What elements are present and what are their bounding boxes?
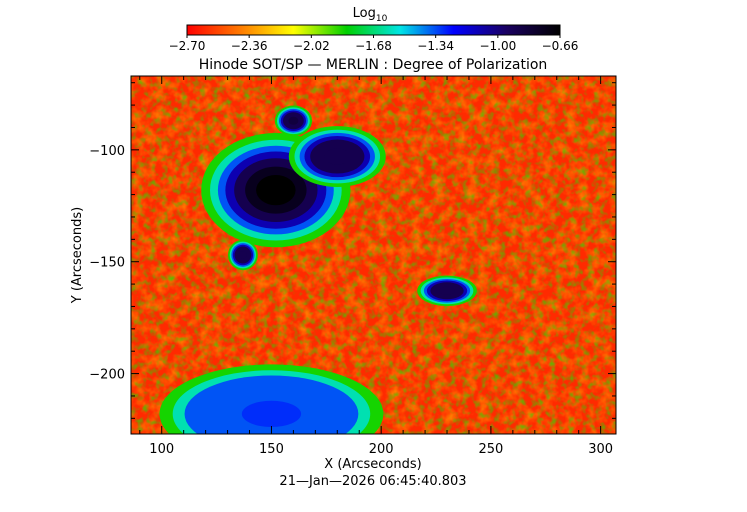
colorbar-tick-label: −1.68: [355, 39, 392, 53]
y-tick-label: −150: [89, 256, 125, 271]
pore-right-level: [439, 286, 455, 295]
pore-small-left-level: [238, 250, 247, 260]
x-tick-label: 100: [149, 442, 174, 457]
y-tick-label: −200: [89, 368, 125, 383]
x-tick-label: 300: [588, 442, 613, 457]
colorbar-tick-label: −2.02: [293, 39, 330, 53]
chart-title: Hinode SOT/SP — MERLIN : Degree of Polar…: [199, 57, 548, 73]
colorbar-ticks: −2.70 −2.36 −2.02 −1.68 −1.34 −1.00 −0.66: [169, 35, 579, 53]
plot-frame: [130, 75, 617, 435]
colorbar: [186, 24, 561, 36]
heatmap-area: [131, 76, 616, 434]
x-axis-label: X (Arcseconds): [324, 457, 421, 472]
plage-bottom-left-level: [241, 400, 302, 427]
plage-bottom-left: [159, 364, 384, 434]
colorbar-tick-label: −1.34: [417, 39, 454, 53]
y-tick-label: −100: [89, 144, 125, 159]
x-tick-label: 250: [478, 442, 503, 457]
colorbar-tick-label: −2.70: [169, 39, 206, 53]
sunspot-main-level: [256, 175, 296, 206]
x-tick-label: 150: [259, 442, 284, 457]
feature-layer: [159, 105, 477, 434]
colorbar-tick-label: −1.00: [479, 39, 516, 53]
pore-small-left: [228, 239, 258, 271]
timestamp: 21—Jan—2026 06:45:40.803: [279, 474, 466, 489]
x-tick-label: 200: [369, 442, 394, 457]
pore-upper-left-level: [288, 116, 299, 125]
pore-upper-right: [288, 126, 386, 187]
colorbar-label: Log10: [353, 6, 388, 24]
pore-right: [417, 275, 477, 307]
y-axis-label: Y (Arcseconds): [70, 207, 85, 304]
pore-upper-right-level: [324, 148, 351, 165]
colorbar-tick-label: −0.66: [542, 39, 579, 53]
pore-upper-left: [274, 105, 313, 136]
colorbar-tick-label: −2.36: [231, 39, 268, 53]
y-axis-ticks: −100 −150 −200: [89, 82, 616, 419]
x-axis-ticks: 100 150 200 250 300: [139, 76, 613, 457]
